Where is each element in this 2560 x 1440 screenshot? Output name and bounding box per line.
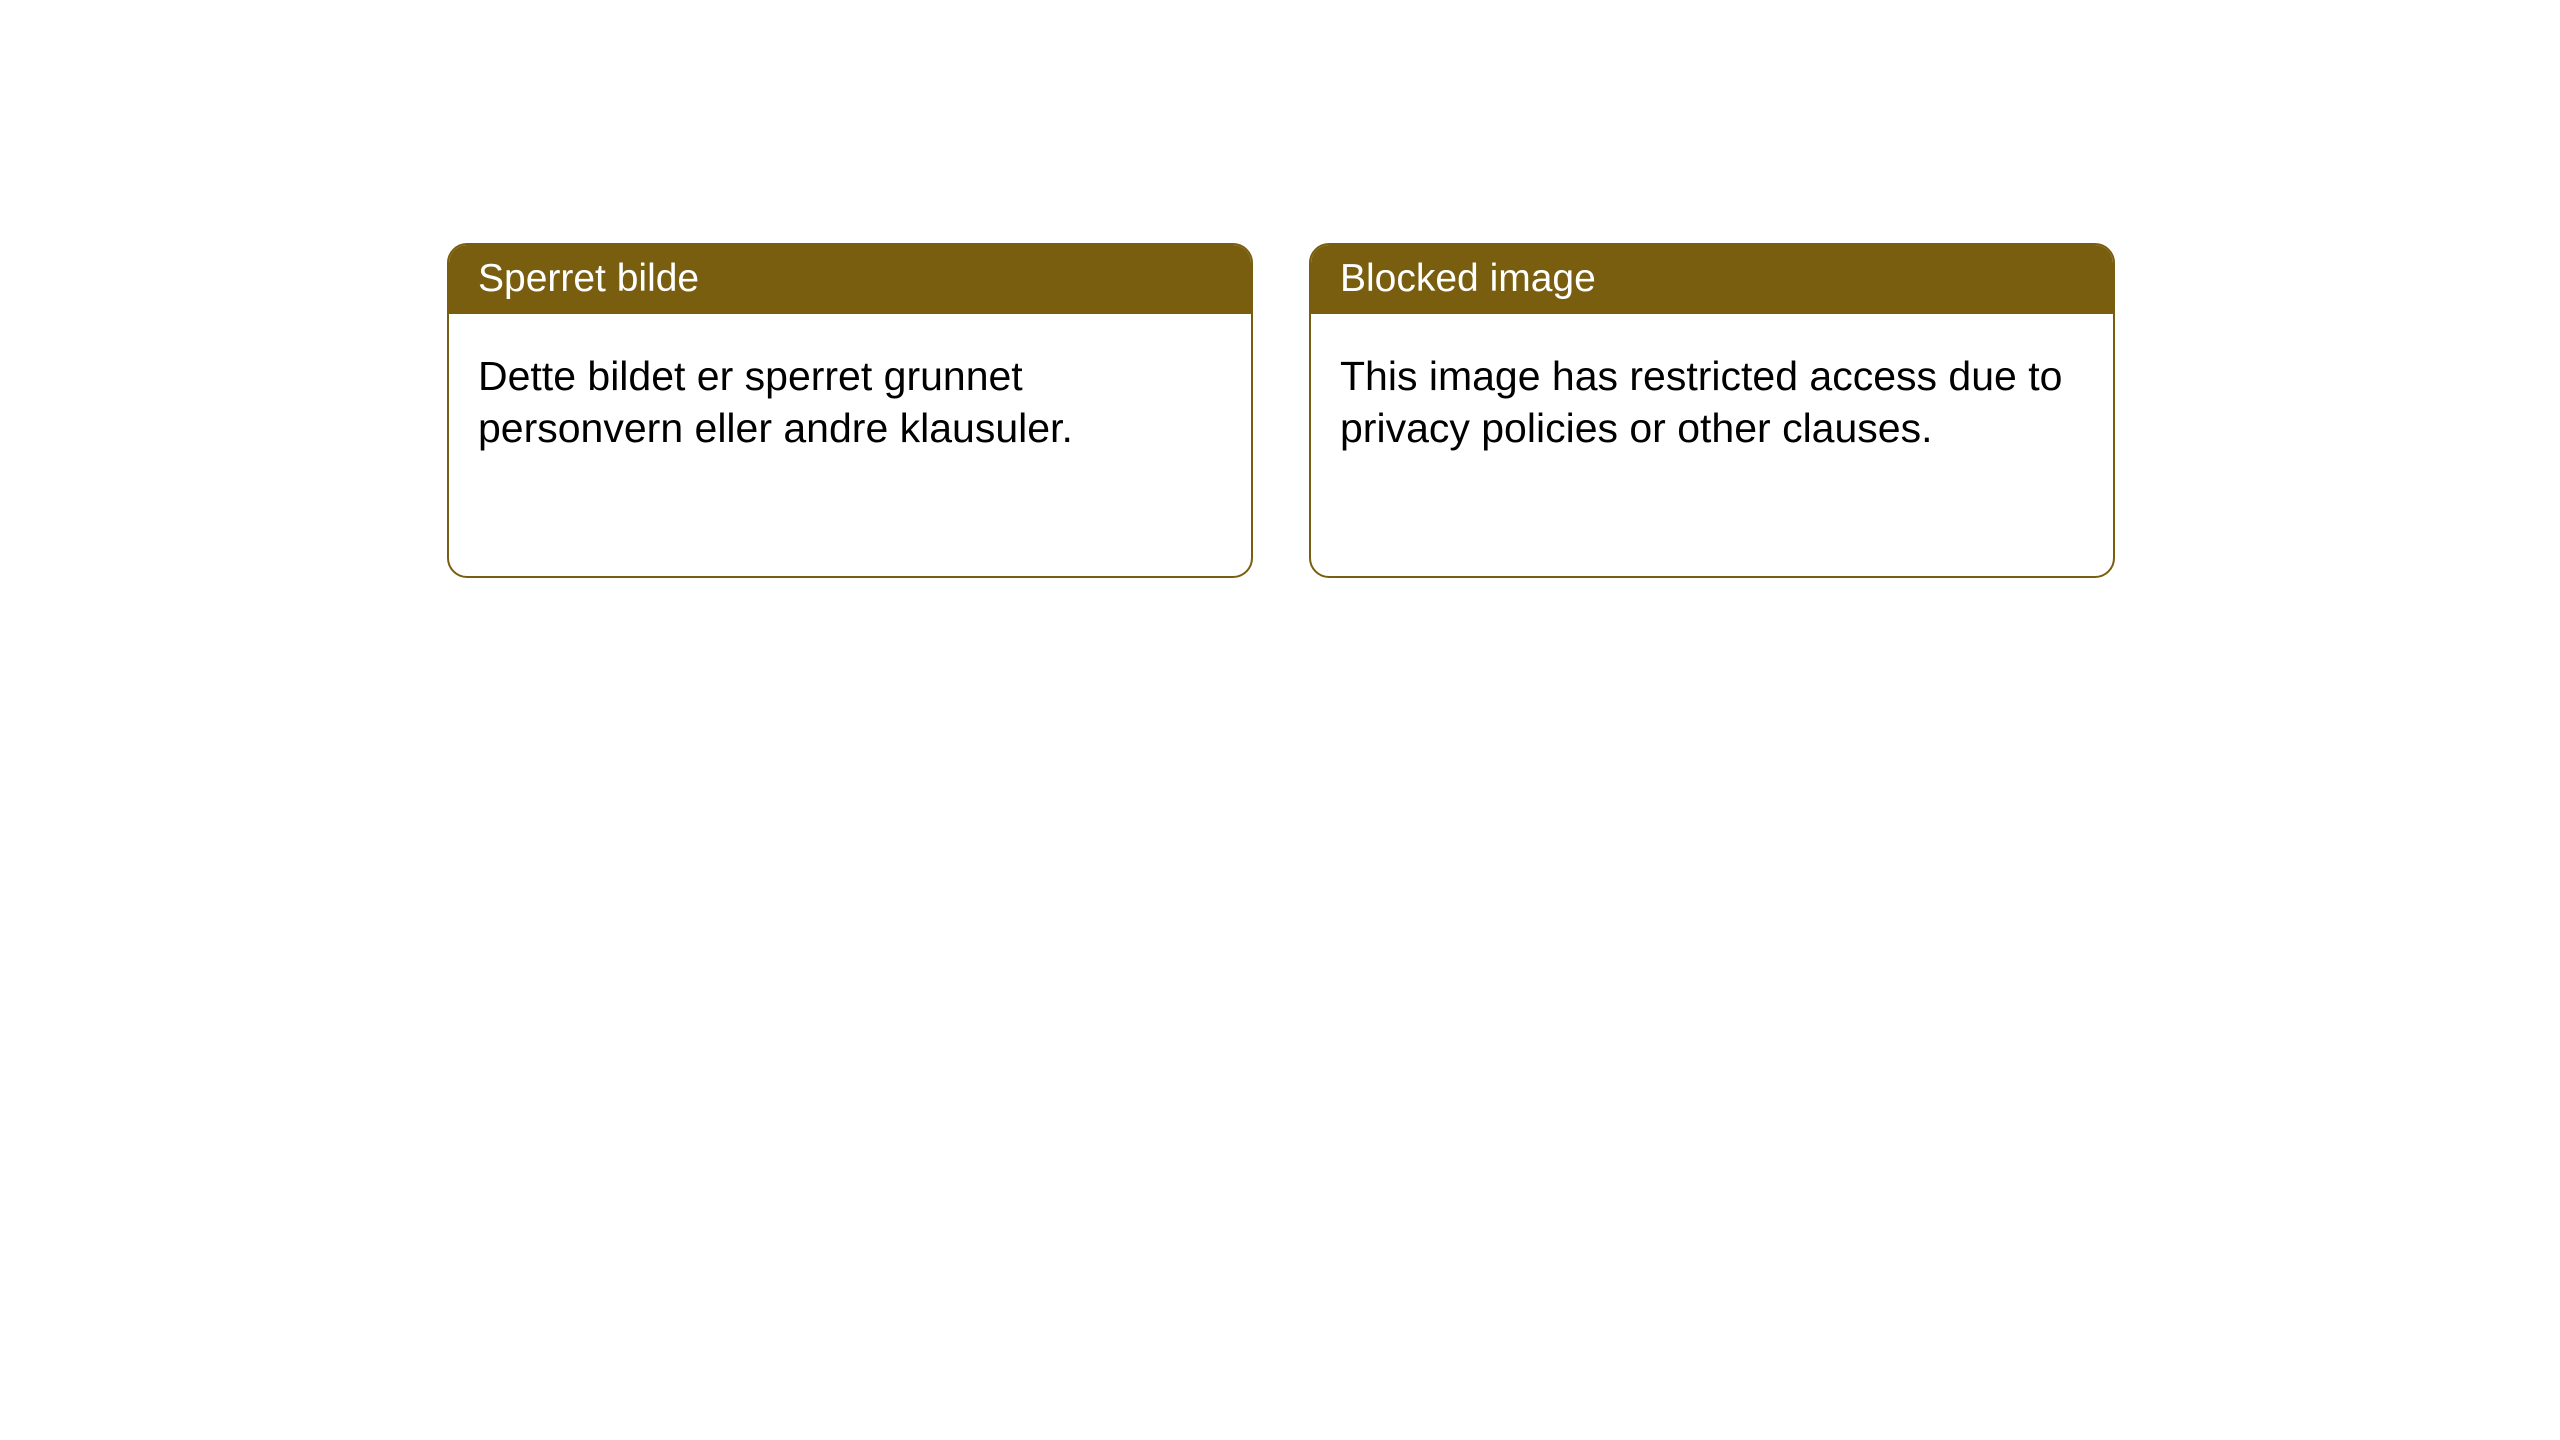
notice-card-english: Blocked image This image has restricted … [1309, 243, 2115, 578]
notice-header: Sperret bilde [449, 245, 1251, 314]
notice-title: Blocked image [1340, 257, 1596, 300]
notice-header: Blocked image [1311, 245, 2113, 314]
notice-body-text: This image has restricted access due to … [1340, 353, 2062, 451]
notice-container: Sperret bilde Dette bildet er sperret gr… [0, 0, 2560, 578]
notice-title: Sperret bilde [478, 257, 699, 300]
notice-card-norwegian: Sperret bilde Dette bildet er sperret gr… [447, 243, 1253, 578]
notice-body: Dette bildet er sperret grunnet personve… [449, 314, 1251, 491]
notice-body: This image has restricted access due to … [1311, 314, 2113, 491]
notice-body-text: Dette bildet er sperret grunnet personve… [478, 353, 1073, 451]
